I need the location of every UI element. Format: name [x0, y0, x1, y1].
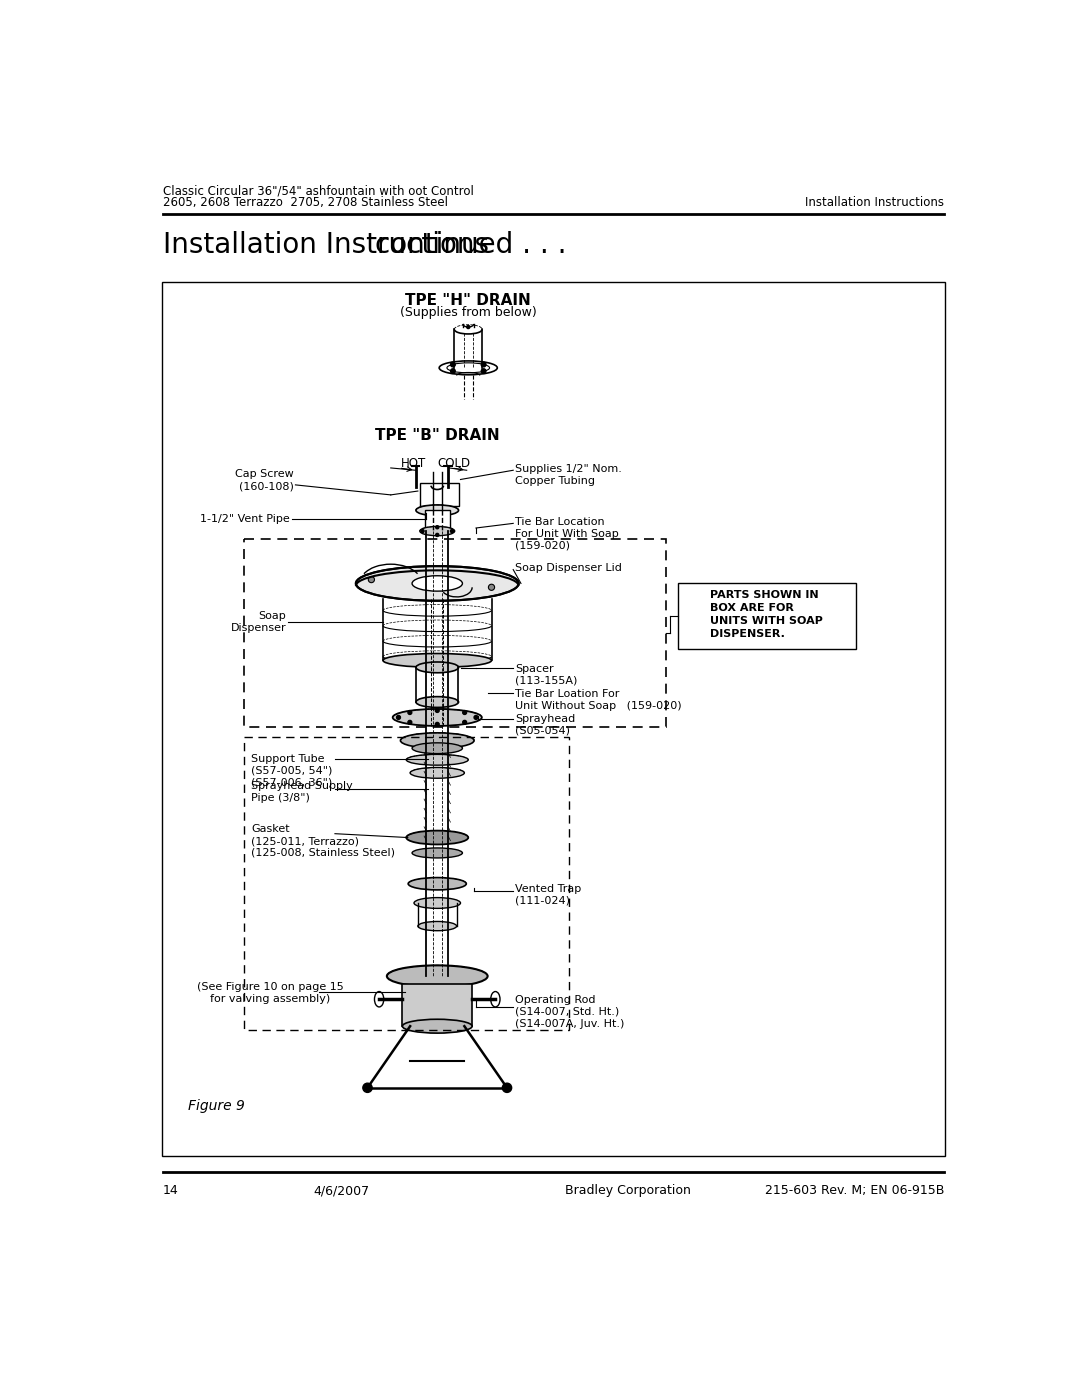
- Circle shape: [482, 369, 486, 373]
- Text: (See Figure 10 on page 15
for valving assembly): (See Figure 10 on page 15 for valving as…: [197, 982, 343, 1004]
- Circle shape: [502, 1083, 512, 1092]
- Bar: [243, 539, 666, 728]
- Ellipse shape: [418, 922, 457, 930]
- Ellipse shape: [403, 1020, 472, 1034]
- Circle shape: [491, 996, 499, 1003]
- Ellipse shape: [416, 662, 459, 673]
- Circle shape: [462, 711, 467, 714]
- Circle shape: [408, 711, 411, 714]
- Ellipse shape: [490, 992, 500, 1007]
- Text: Soap Dispenser Lid: Soap Dispenser Lid: [515, 563, 622, 573]
- Text: 1-1/2" Vent Pipe: 1-1/2" Vent Pipe: [200, 514, 291, 524]
- Ellipse shape: [447, 363, 489, 373]
- Circle shape: [450, 529, 454, 532]
- Text: Cap Screw
(160-108): Cap Screw (160-108): [235, 469, 294, 492]
- Ellipse shape: [408, 877, 467, 890]
- Text: Sprayhead
(S05-054): Sprayhead (S05-054): [515, 714, 575, 736]
- Bar: [677, 584, 855, 648]
- Text: Vented Trap
(111-024): Vented Trap (111-024): [515, 884, 581, 905]
- Text: (Supplies from below): (Supplies from below): [400, 306, 537, 320]
- Circle shape: [408, 721, 411, 724]
- Ellipse shape: [414, 898, 460, 908]
- Text: 2605, 2608 Terrazzo  2705, 2708 Stainless Steel: 2605, 2608 Terrazzo 2705, 2708 Stainless…: [163, 196, 448, 210]
- Text: Support Tube
(S57-005, 54")
(S57-006, 36"): Support Tube (S57-005, 54") (S57-006, 36…: [252, 754, 333, 788]
- Text: Installation Instructions: Installation Instructions: [805, 196, 944, 210]
- Circle shape: [450, 369, 456, 373]
- Circle shape: [474, 715, 478, 719]
- Ellipse shape: [406, 831, 469, 844]
- Ellipse shape: [440, 360, 497, 374]
- Ellipse shape: [393, 708, 482, 726]
- Text: Figure 9: Figure 9: [188, 1099, 244, 1113]
- Circle shape: [435, 722, 440, 726]
- Ellipse shape: [375, 992, 383, 1007]
- Ellipse shape: [420, 527, 455, 535]
- Bar: [162, 282, 945, 1155]
- Ellipse shape: [383, 654, 491, 668]
- Text: Gasket
(125-011, Terrazzo)
(125-008, Stainless Steel): Gasket (125-011, Terrazzo) (125-008, Sta…: [252, 824, 395, 858]
- Text: Spacer
(113-155A): Spacer (113-155A): [515, 665, 577, 686]
- Circle shape: [482, 362, 486, 367]
- Text: Supplies 1/2" Nom.
Copper Tubing: Supplies 1/2" Nom. Copper Tubing: [515, 464, 622, 486]
- Text: Soap
Dispenser: Soap Dispenser: [230, 610, 286, 633]
- Text: HOT: HOT: [402, 457, 427, 471]
- Text: 14: 14: [163, 1185, 178, 1197]
- Text: 215-603 Rev. M; EN 06-915B: 215-603 Rev. M; EN 06-915B: [765, 1185, 944, 1197]
- Text: continued . . .: continued . . .: [375, 231, 567, 258]
- Ellipse shape: [416, 504, 459, 515]
- Ellipse shape: [401, 733, 474, 749]
- Circle shape: [421, 529, 424, 532]
- Text: 4/6/2007: 4/6/2007: [313, 1185, 369, 1197]
- Text: Tie Bar Location
For Unit With Soap
(159-020): Tie Bar Location For Unit With Soap (159…: [515, 517, 619, 550]
- Circle shape: [435, 525, 438, 529]
- Text: Installation Instructions: Installation Instructions: [163, 231, 489, 258]
- Bar: [424, 510, 449, 529]
- Text: Classic Circular 36"/54" ashfountain with oot Control: Classic Circular 36"/54" ashfountain wit…: [163, 184, 474, 197]
- Bar: [243, 738, 569, 1030]
- Bar: [420, 483, 459, 507]
- Text: COLD: COLD: [437, 457, 471, 471]
- Text: TPE "B" DRAIN: TPE "B" DRAIN: [375, 427, 500, 443]
- Ellipse shape: [387, 965, 488, 986]
- Ellipse shape: [356, 566, 518, 601]
- Ellipse shape: [413, 576, 462, 591]
- Circle shape: [450, 362, 456, 367]
- Text: Operating Rod
(S14-007, Std. Ht.)
(S14-007A, Juv. Ht.): Operating Rod (S14-007, Std. Ht.) (S14-0…: [515, 996, 624, 1028]
- Text: PARTS SHOWN IN
BOX ARE FOR
UNITS WITH SOAP
DISPENSER.: PARTS SHOWN IN BOX ARE FOR UNITS WITH SO…: [711, 590, 823, 640]
- Circle shape: [368, 577, 375, 583]
- Circle shape: [488, 584, 495, 591]
- Circle shape: [462, 721, 467, 724]
- Ellipse shape: [410, 767, 464, 778]
- Ellipse shape: [413, 743, 462, 753]
- Text: Sprayhead Supply
Pipe (3/8"): Sprayhead Supply Pipe (3/8"): [252, 781, 353, 803]
- Bar: [403, 983, 472, 1027]
- Text: Bradley Corporation: Bradley Corporation: [565, 1185, 691, 1197]
- Ellipse shape: [416, 697, 459, 707]
- Circle shape: [375, 996, 383, 1003]
- Text: Tie Bar Loation For
Unit Without Soap   (159-020): Tie Bar Loation For Unit Without Soap (1…: [515, 689, 681, 711]
- Ellipse shape: [406, 754, 469, 766]
- Circle shape: [363, 1083, 373, 1092]
- Ellipse shape: [413, 848, 462, 858]
- Circle shape: [435, 708, 440, 712]
- Circle shape: [435, 534, 438, 536]
- Circle shape: [467, 326, 470, 328]
- Text: TPE "H" DRAIN: TPE "H" DRAIN: [405, 293, 531, 309]
- Circle shape: [396, 715, 401, 719]
